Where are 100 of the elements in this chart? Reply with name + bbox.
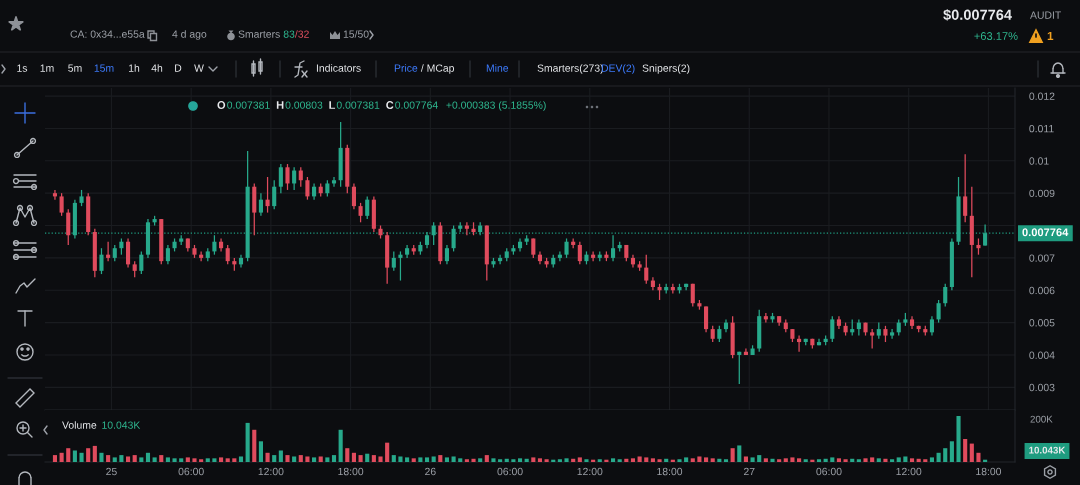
text: D [175,64,182,72]
candlestick [830,315,835,343]
bar [86,448,91,462]
bar [318,456,323,462]
bar [139,457,144,462]
annotation: 10.043K [102,421,141,429]
candlestick [358,202,363,223]
candlestick [444,244,450,265]
bar [252,429,257,462]
candlestick [564,237,569,259]
bar [571,458,576,462]
bar [272,455,277,462]
bar [723,459,729,462]
bar [478,458,483,462]
bar [737,445,742,462]
bar [684,457,689,462]
y-tick-label: 0.01 [1029,157,1049,165]
bar [943,448,948,462]
bar [843,459,848,462]
bar [644,457,649,462]
bar [617,459,622,462]
candlestick [365,195,370,220]
bar [491,458,496,462]
bar [597,459,602,462]
bar [956,415,961,462]
bar [969,443,974,462]
bar [238,456,244,462]
bar [185,457,190,462]
bar [836,458,841,462]
bar [797,458,802,462]
x-tick-label: 12:00 [896,467,922,476]
bar [145,452,151,462]
y-tick-label: 0.009 [1029,189,1055,198]
bar [630,458,636,462]
candlestick [52,189,58,201]
bar [411,458,416,462]
bar [391,455,396,462]
text: CA: 0x34...e55a [70,30,145,38]
candlestick [212,234,217,256]
text: /32 [294,30,309,38]
bar [863,458,868,462]
candlestick [797,334,802,353]
bar [212,458,217,462]
bar [664,458,669,462]
bar [431,456,436,462]
annotation: C [386,101,394,109]
y-tick-label: 0.007 [1029,254,1055,262]
bar [763,458,768,462]
text: AUDIT [1030,11,1062,19]
bar [265,452,270,462]
bar [584,459,589,462]
bar [770,458,775,462]
candlestick [391,250,396,272]
bar [544,459,549,462]
bar [418,457,423,462]
bar [72,450,77,462]
candlestick [285,163,290,191]
bar [690,458,695,462]
bar [112,457,117,462]
candlestick [305,176,310,201]
annotation: 0.00803 [285,101,323,109]
bar [823,458,828,462]
candlestick [59,192,64,217]
bar [856,459,861,462]
bar [159,455,164,462]
bar [876,458,881,462]
bar [351,452,356,462]
candlestick [591,250,596,262]
x-tick-label: 18:00 [657,467,683,476]
y-tick-label: 0.012 [1029,92,1055,100]
candlestick [225,244,230,265]
bar [624,458,629,462]
bar [245,422,250,462]
text: 10.043K [1029,446,1066,454]
text: 4 d ago [172,30,207,40]
bar [537,458,543,462]
y-tick-label: 0.004 [1029,351,1055,359]
bar [132,455,137,462]
candlestick [963,153,968,223]
bar [199,459,204,462]
bar [331,455,337,462]
annotation: 0.007381 [227,101,270,109]
bar [225,458,230,462]
bar [816,459,822,462]
bar [710,458,715,462]
bar [743,456,748,462]
bar [976,452,981,462]
text: 200K [1030,415,1053,423]
bar [498,459,503,462]
candlestick [139,250,144,275]
bar [923,459,928,462]
bar [484,455,489,462]
bar [179,458,184,462]
text: $0.007764 [943,8,1012,21]
x-tick-label: 06:00 [497,467,523,476]
x-tick-label: 12:00 [258,467,284,476]
text: Smarters(273) [537,64,603,74]
candlestick [66,208,71,246]
bar [890,459,895,462]
bar [850,458,855,462]
